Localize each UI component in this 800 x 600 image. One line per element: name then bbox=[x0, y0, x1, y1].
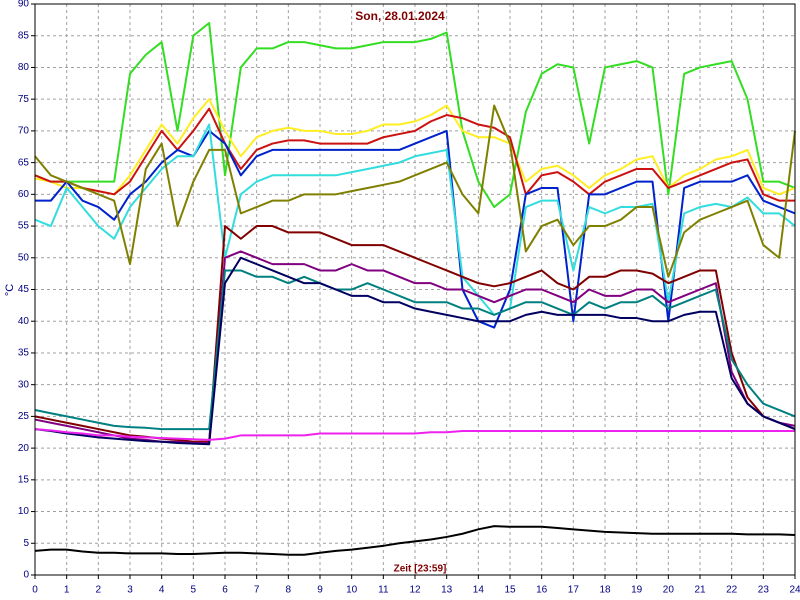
y-axis-label: °C bbox=[4, 284, 16, 296]
x-tick-label: 5 bbox=[191, 585, 197, 596]
y-tick-label: 15 bbox=[18, 474, 30, 485]
x-tick-label: 16 bbox=[536, 585, 548, 596]
y-tick-label: 40 bbox=[18, 316, 30, 327]
x-tick-label: 8 bbox=[286, 585, 292, 596]
x-tick-label: 21 bbox=[694, 585, 706, 596]
lines bbox=[34, 22, 796, 556]
y-tick-label: 10 bbox=[18, 506, 30, 517]
y-tick-label: 60 bbox=[18, 189, 30, 200]
y-tick-label: 35 bbox=[18, 348, 30, 359]
y-tick-label: 85 bbox=[18, 30, 30, 41]
chart-title: Son, 28.01.2024 bbox=[355, 9, 445, 23]
x-tick-label: 4 bbox=[159, 585, 165, 596]
y-tick-label: 80 bbox=[18, 62, 30, 73]
y-tick-label: 70 bbox=[18, 126, 30, 137]
series-line bbox=[34, 428, 795, 441]
y-tick-label: 50 bbox=[18, 252, 30, 263]
x-tick-label: 9 bbox=[317, 585, 323, 596]
x-tick-label: 3 bbox=[127, 585, 133, 596]
y-tick-label: 25 bbox=[18, 411, 30, 422]
y-tick-label: 20 bbox=[18, 443, 30, 454]
x-tick-label: 24 bbox=[789, 585, 800, 596]
y-tick-label: 90 bbox=[18, 0, 30, 10]
series-line bbox=[34, 269, 796, 431]
x-tick-label: 10 bbox=[346, 585, 358, 596]
x-tick-label: 7 bbox=[254, 585, 260, 596]
x-tick-label: 22 bbox=[726, 585, 738, 596]
x-tick-label: 12 bbox=[409, 585, 421, 596]
y-tick-label: 5 bbox=[23, 538, 29, 549]
y-tick-label: 75 bbox=[18, 94, 30, 105]
x-tick-label: 2 bbox=[96, 585, 102, 596]
y-tick-label: 30 bbox=[18, 379, 30, 390]
series-line bbox=[34, 256, 796, 446]
y-tick-label: 55 bbox=[18, 221, 30, 232]
x-tick-label: 13 bbox=[441, 585, 453, 596]
y-tick-label: 0 bbox=[23, 570, 29, 581]
x-tick-label: 11 bbox=[378, 585, 389, 596]
plot-frame bbox=[34, 3, 796, 576]
x-tick-label: 15 bbox=[504, 585, 516, 596]
x-tick-label: 18 bbox=[599, 585, 611, 596]
series-line bbox=[34, 525, 796, 556]
x-tick-label: 0 bbox=[32, 585, 38, 596]
x-tick-label: 1 bbox=[64, 585, 70, 596]
y-tick-label: 45 bbox=[18, 284, 30, 295]
x-tick-label: 17 bbox=[568, 585, 580, 596]
x-tick-label: 20 bbox=[663, 585, 675, 596]
y-tick-label: 65 bbox=[18, 157, 30, 168]
x-tick-label: 19 bbox=[631, 585, 643, 596]
series-line bbox=[34, 22, 796, 209]
x-tick-label: 6 bbox=[222, 585, 228, 596]
series-line bbox=[34, 104, 796, 278]
x-tick-label: 23 bbox=[758, 585, 770, 596]
x-tick-label: 14 bbox=[473, 585, 485, 596]
series-line bbox=[34, 107, 795, 202]
x-axis-label: Zeit [23:59] bbox=[394, 564, 447, 575]
